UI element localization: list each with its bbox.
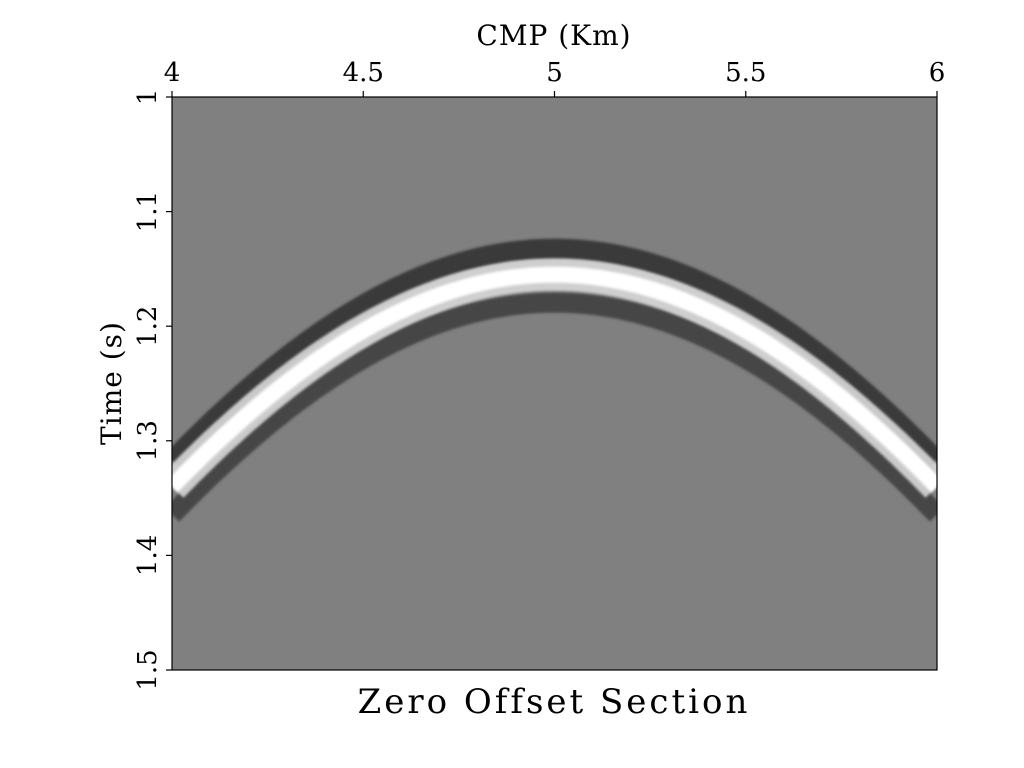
y-tick-label: 1.4 (133, 535, 163, 576)
x-axis-label: CMP (Km) (476, 19, 631, 52)
x-axis-ticks: 4 4.5 5 5.5 6 (164, 58, 946, 97)
y-tick-label: 1.5 (133, 649, 163, 690)
y-axis-ticks: 1 1.1 1.2 1.3 1.4 1.5 (133, 89, 172, 691)
chart-title: Zero Offset Section (358, 682, 751, 722)
event-peak (172, 266, 937, 493)
seismic-event (172, 238, 937, 522)
x-tick-label: 5.5 (725, 58, 766, 88)
x-tick-label: 5 (546, 58, 563, 88)
event-trough-upper (172, 238, 937, 468)
x-tick-label: 4.5 (343, 58, 384, 88)
x-tick-label: 4 (164, 58, 181, 88)
y-tick-label: 1.2 (133, 306, 163, 347)
y-tick-label: 1.1 (133, 191, 163, 232)
y-axis-label: Time (s) (95, 321, 128, 445)
y-tick-label: 1 (133, 89, 163, 106)
x-tick-label: 6 (929, 58, 946, 88)
event-trough-lower (172, 292, 937, 522)
y-tick-label: 1.3 (133, 420, 163, 461)
